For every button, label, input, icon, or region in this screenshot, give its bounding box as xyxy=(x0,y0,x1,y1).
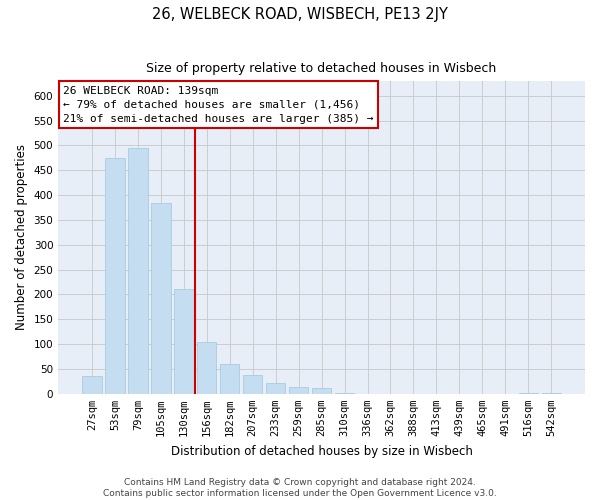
Bar xyxy=(197,342,217,394)
Text: 26, WELBECK ROAD, WISBECH, PE13 2JY: 26, WELBECK ROAD, WISBECH, PE13 2JY xyxy=(152,8,448,22)
Title: Size of property relative to detached houses in Wisbech: Size of property relative to detached ho… xyxy=(146,62,497,76)
Bar xyxy=(105,158,125,394)
Bar xyxy=(82,376,101,394)
Text: 26 WELBECK ROAD: 139sqm
← 79% of detached houses are smaller (1,456)
21% of semi: 26 WELBECK ROAD: 139sqm ← 79% of detache… xyxy=(64,86,374,124)
Bar xyxy=(220,364,239,394)
Bar xyxy=(312,388,331,394)
Bar xyxy=(289,388,308,394)
Bar xyxy=(243,375,262,394)
Y-axis label: Number of detached properties: Number of detached properties xyxy=(15,144,28,330)
Bar xyxy=(174,290,194,394)
Bar xyxy=(128,148,148,394)
Bar xyxy=(266,383,286,394)
X-axis label: Distribution of detached houses by size in Wisbech: Distribution of detached houses by size … xyxy=(170,444,473,458)
Bar xyxy=(151,202,170,394)
Text: Contains HM Land Registry data © Crown copyright and database right 2024.
Contai: Contains HM Land Registry data © Crown c… xyxy=(103,478,497,498)
